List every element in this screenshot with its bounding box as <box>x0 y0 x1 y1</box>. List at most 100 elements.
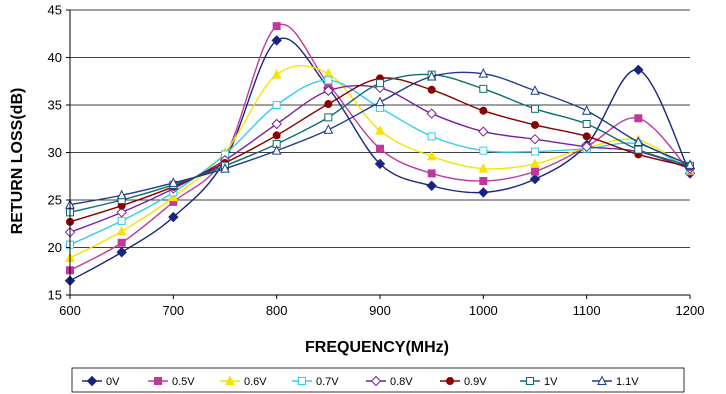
point-0.9V-1100 <box>582 132 591 141</box>
legend-label-1V: 1V <box>544 376 558 388</box>
point-0V-650 <box>116 247 127 258</box>
point-0V-1050 <box>529 173 541 185</box>
x-axis-title: FREQUENCY(MHz) <box>305 339 449 356</box>
y-tick-label-1: 20 <box>48 240 62 255</box>
point-1.1V-850 <box>323 124 334 134</box>
x-tick-label-0: 600 <box>59 303 81 318</box>
point-0.5V-1050 <box>531 167 539 176</box>
point-1.1V-1050 <box>530 85 540 95</box>
x-tick-label-4: 1000 <box>469 303 498 318</box>
point-0V-700 <box>168 211 179 223</box>
x-tick-label-2: 800 <box>266 303 288 318</box>
legend-item-0.6V: 0.6V <box>220 375 267 388</box>
point-1.1V-900 <box>375 96 385 107</box>
point-0.6V-1000 <box>478 163 489 173</box>
point-0.8V-1000 <box>478 126 489 137</box>
point-0.6V-800 <box>271 68 282 79</box>
point-0.5V-950 <box>427 169 436 178</box>
point-0.7V-1050 <box>531 147 539 156</box>
y-axis-title: RETURN LOSS(dB) <box>9 88 26 235</box>
legend-marker-0.7V <box>298 377 306 385</box>
legend-marker-0.9V <box>446 377 454 385</box>
point-0.5V-1150 <box>634 114 643 123</box>
point-0.9V-1050 <box>531 120 539 129</box>
legend-item-0.8V: 0.8V <box>366 375 413 388</box>
legend-label-0V: 0V <box>106 376 120 388</box>
point-1.1V-1150 <box>633 136 644 147</box>
point-0.7V-1000 <box>479 146 488 155</box>
legend-marker-0.6V <box>225 375 235 385</box>
x-tick-label-5: 1100 <box>573 303 601 318</box>
point-0.6V-950 <box>426 150 437 161</box>
x-tick-label-6: 1200 <box>676 303 705 318</box>
point-0.5V-1000 <box>479 177 488 185</box>
point-0.6V-650 <box>116 225 127 236</box>
legend-label-0.7V: 0.7V <box>316 376 339 388</box>
point-1V-850 <box>324 113 333 122</box>
y-tick-label-6: 45 <box>48 3 62 18</box>
legend-marker-1.1V <box>597 375 607 385</box>
point-1.1V-950 <box>426 70 437 81</box>
legend-marker-0.5V <box>154 377 162 385</box>
y-tick-label-3: 30 <box>48 145 62 160</box>
point-0.6V-700 <box>168 191 179 202</box>
series-line-1V <box>69 73 691 214</box>
point-0.5V-650 <box>117 238 126 247</box>
point-0V-1150 <box>633 64 644 76</box>
point-0.9V-800 <box>272 131 281 140</box>
legend: 0V 0.5V 0.6V 0.7V 0.8V 0.9V 1V 1.1V <box>71 367 685 393</box>
legend-item-0.9V: 0.9V <box>440 376 487 388</box>
point-0.7V-650 <box>117 216 126 225</box>
legend-label-0.8V: 0.8V <box>390 376 413 388</box>
point-0.8V-650 <box>116 207 127 218</box>
point-0.8V-1100 <box>581 141 592 153</box>
legend-label-0.5V: 0.5V <box>172 376 195 388</box>
tick-labels: 15 20 25 30 35 40 45 600 700 800 900 1000 1100 1200 <box>48 3 705 319</box>
point-0.8V-850 <box>323 85 334 96</box>
legend-item-1.1V: 1.1V <box>592 375 639 388</box>
legend-label-0.6V: 0.6V <box>244 376 267 388</box>
x-tick-label-1: 700 <box>162 303 184 318</box>
point-1.1V-800 <box>271 144 282 155</box>
point-1V-900 <box>376 79 384 88</box>
legend-marker-0V <box>86 375 98 387</box>
point-0.9V-1000 <box>479 106 488 115</box>
point-1.1V-1100 <box>581 105 592 115</box>
point-1.1V-1000 <box>478 68 489 78</box>
point-0.7V-850 <box>324 76 333 85</box>
legend-marker-1V <box>526 377 534 385</box>
point-0.7V-950 <box>427 132 436 141</box>
legend-marker-0.8V <box>370 375 382 387</box>
legend-label-0.9V: 0.9V <box>464 376 487 388</box>
point-1V-1100 <box>582 120 591 128</box>
y-tick-label-2: 25 <box>48 193 62 208</box>
point-0V-800 <box>271 35 282 46</box>
point-0.5V-900 <box>376 144 384 153</box>
x-tick-label-3: 900 <box>369 303 391 318</box>
point-0.5V-800 <box>272 22 281 31</box>
point-0.6V-850 <box>323 68 334 78</box>
point-0.6V-900 <box>375 125 385 135</box>
point-0.8V-800 <box>271 118 282 130</box>
legend-item-0.7V: 0.7V <box>292 376 339 388</box>
point-1V-1150 <box>634 145 643 154</box>
point-0.8V-950 <box>426 108 437 119</box>
y-tick-label-0: 15 <box>48 288 62 303</box>
point-0.8V-1050 <box>529 133 541 145</box>
axes <box>66 9 691 299</box>
legend-label-1.1V: 1.1V <box>616 376 639 388</box>
point-1.1V-1200 <box>685 159 695 169</box>
point-0.7V-800 <box>272 101 281 109</box>
point-0V-900 <box>374 158 386 170</box>
y-tick-label-4: 35 <box>48 98 62 113</box>
series-layer <box>64 22 696 286</box>
point-0.9V-950 <box>427 85 436 94</box>
point-1.1V-750 <box>220 163 230 173</box>
legend-item-0V: 0V <box>82 375 120 388</box>
point-0V-1000 <box>478 187 489 198</box>
point-1V-1000 <box>479 84 488 93</box>
point-0.9V-850 <box>324 100 333 109</box>
legend-item-0.5V: 0.5V <box>148 376 195 388</box>
point-0.6V-1050 <box>530 158 540 168</box>
